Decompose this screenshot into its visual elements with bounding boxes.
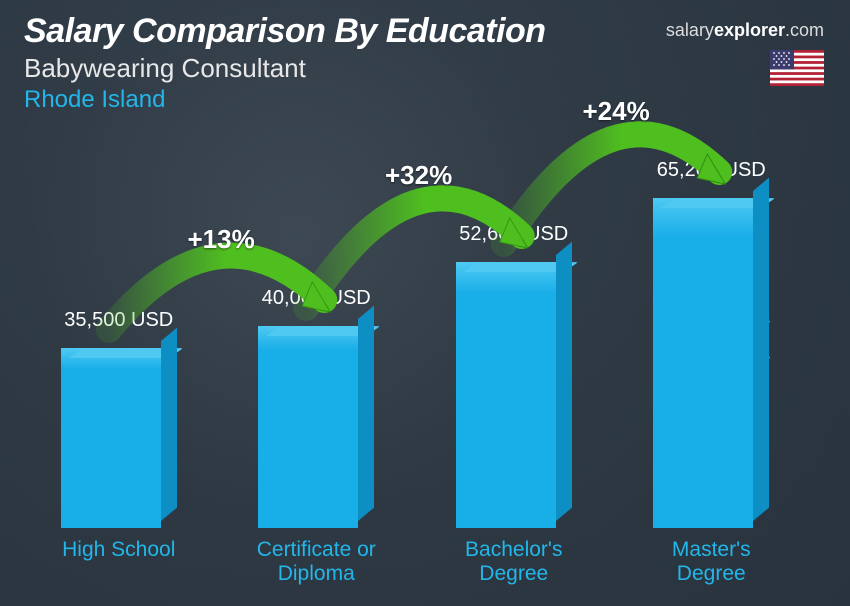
x-axis-label: Bachelor'sDegree bbox=[465, 538, 562, 588]
bar-value-label: 52,600 USD bbox=[459, 223, 568, 246]
bar bbox=[456, 262, 556, 528]
brand-logo: salaryexplorer.com bbox=[666, 20, 824, 41]
increase-label: +32% bbox=[385, 160, 452, 191]
bar bbox=[61, 348, 161, 528]
flag-icon bbox=[770, 50, 824, 86]
chart-column: 52,600 USD Bachelor'sDegree bbox=[415, 223, 613, 588]
x-axis-label: High School bbox=[62, 538, 175, 588]
chart-column: 40,000 USD Certificate orDiploma bbox=[218, 287, 416, 588]
location: Rhode Island bbox=[24, 86, 826, 114]
bar-value-label: 65,200 USD bbox=[657, 159, 766, 182]
bar-value-label: 35,500 USD bbox=[64, 309, 173, 332]
chart-column: 35,500 USD High School bbox=[20, 309, 218, 588]
chart-column: 65,200 USD Master'sDegree bbox=[613, 159, 811, 588]
x-axis-label: Certificate orDiploma bbox=[257, 538, 376, 588]
x-axis-label: Master'sDegree bbox=[672, 538, 751, 588]
bar-value-label: 40,000 USD bbox=[262, 287, 371, 310]
bar-chart: 35,500 USD High School 40,000 USD Certifica… bbox=[20, 160, 810, 588]
bar bbox=[258, 326, 358, 528]
bar bbox=[653, 198, 753, 528]
increase-label: +13% bbox=[188, 224, 255, 255]
page-subtitle: Babywearing Consultant bbox=[24, 53, 826, 84]
